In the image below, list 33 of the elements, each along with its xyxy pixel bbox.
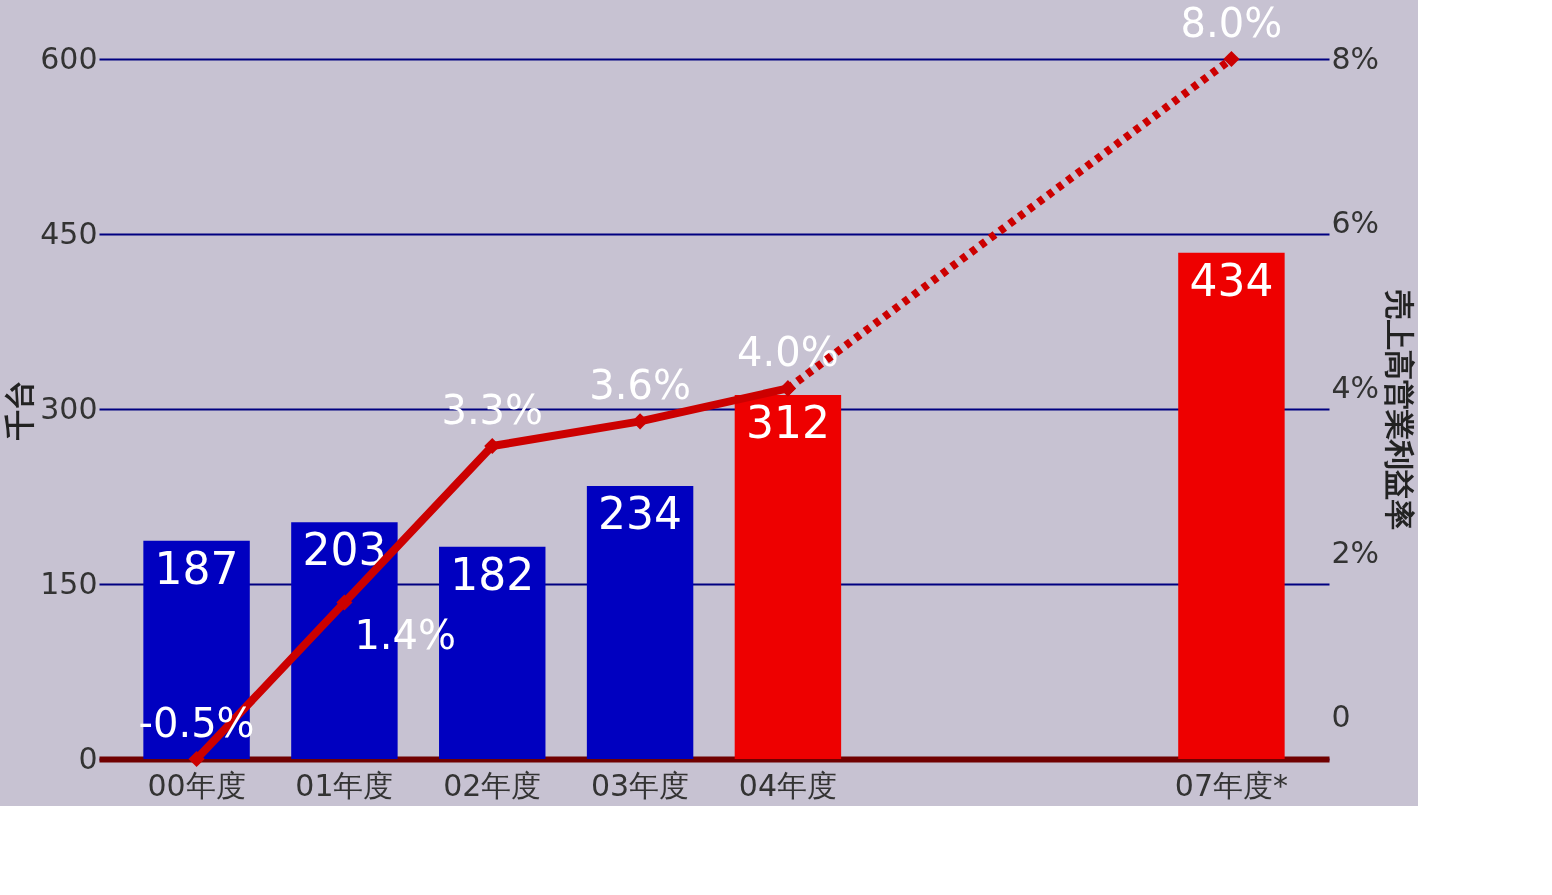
x-tick-label: 03年度 [590, 767, 690, 803]
bar [1178, 252, 1285, 759]
x-tick-label: 04年度 [738, 767, 838, 803]
data-label: 203 [302, 524, 387, 576]
x-tick-label: 01年度 [295, 767, 394, 803]
y2-tick-label: 4% [1331, 369, 1380, 405]
x-tick-label: 07年度* [1174, 767, 1289, 803]
data-label: 234 [598, 488, 683, 539]
y-tick-label: 600 [40, 40, 98, 76]
bar [734, 395, 842, 759]
y2-tick-label: 6% [1331, 205, 1380, 241]
y-tick-label: 300 [40, 390, 98, 426]
point [336, 594, 353, 611]
data-label: 312 [745, 397, 830, 448]
data-label: 3.6% [589, 362, 691, 409]
x-tick-label: 00年度 [147, 767, 246, 803]
bar [586, 486, 694, 759]
point [188, 750, 205, 768]
data-label: 434 [1189, 254, 1274, 306]
y2-axis-title: 売上高営業利益率 [1382, 289, 1418, 530]
point [1223, 50, 1240, 68]
data-label: 182 [450, 548, 535, 600]
y2-tick-label: 8% [1331, 40, 1380, 76]
y2-tick-label: 0 [1331, 699, 1351, 735]
y2-tick-label: 2% [1331, 534, 1380, 570]
y-tick-label: 150 [40, 565, 98, 601]
data-label: 8.0% [1180, 0, 1283, 46]
y-axis-title: 千台 [2, 379, 38, 441]
x-tick-label: 02年度 [443, 767, 542, 803]
y-tick-label: 450 [40, 215, 98, 251]
data-label: 4.0% [737, 329, 839, 376]
y-tick-label: 0 [78, 740, 98, 776]
data-label: 187 [154, 542, 239, 594]
